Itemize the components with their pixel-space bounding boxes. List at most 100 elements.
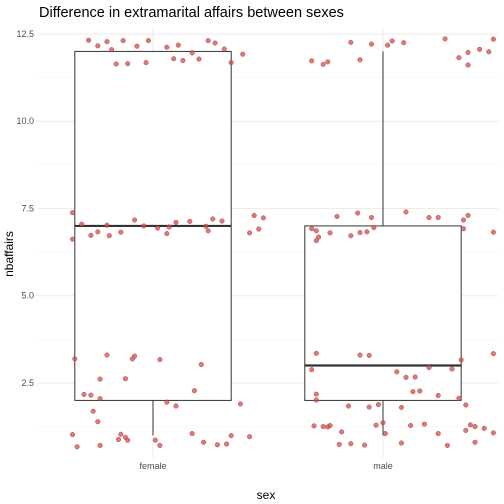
male-data-point <box>465 62 471 68</box>
male-data-point <box>398 440 404 446</box>
male-data-point <box>456 55 462 61</box>
female-data-point <box>97 376 103 382</box>
male-data-point <box>309 58 315 64</box>
male-data-point <box>403 209 409 215</box>
male-data-point <box>348 233 354 239</box>
male-data-point <box>461 217 467 223</box>
male-data-point <box>320 424 326 430</box>
male-data-point <box>490 229 496 235</box>
female-data-point <box>104 222 110 228</box>
female-data-point <box>187 218 193 224</box>
male-data-point <box>382 431 388 437</box>
male-data-point <box>435 215 441 221</box>
male-data-point <box>327 423 333 429</box>
male-data-point <box>408 423 414 429</box>
male-data-point <box>348 39 354 45</box>
male-data-point <box>380 420 386 426</box>
x-axis-ticks: female male <box>139 461 392 471</box>
female-data-point <box>90 408 96 414</box>
male-data-point <box>410 389 416 395</box>
female-data-point <box>157 442 163 448</box>
male-data-point <box>327 230 333 236</box>
female-data-point <box>247 230 253 236</box>
male-data-point <box>472 424 478 430</box>
male-data-point <box>465 212 471 218</box>
female-data-point <box>69 432 75 438</box>
male-data-point <box>313 391 319 397</box>
female-data-point <box>79 221 85 227</box>
male-data-point <box>313 238 319 244</box>
female-data-point <box>143 60 149 66</box>
female-data-point <box>106 233 112 239</box>
female-data-point <box>189 50 195 56</box>
male-data-point <box>461 226 467 232</box>
female-data-point <box>74 444 80 450</box>
female-data-point <box>237 401 243 407</box>
male-data-point <box>373 422 379 428</box>
female-data-point <box>95 419 101 425</box>
female-data-point <box>69 236 75 242</box>
male-data-point <box>369 41 375 47</box>
male-data-point <box>316 234 322 240</box>
female-data-point <box>145 38 151 44</box>
male-data-point <box>486 49 492 55</box>
male-data-point <box>309 226 315 232</box>
male-data-point <box>309 367 315 373</box>
male-data-point <box>313 350 319 356</box>
male-data-point <box>421 421 427 427</box>
female-data-point <box>155 225 161 231</box>
male-data-point <box>463 427 469 433</box>
chart-title: Difference in extramarital affairs betwe… <box>39 5 344 21</box>
female-data-point <box>81 391 87 397</box>
male-box <box>304 225 462 401</box>
female-data-point <box>260 215 266 221</box>
x-tick-label-male: male <box>373 461 393 471</box>
male-data-point <box>357 352 363 358</box>
male-data-point <box>467 422 473 428</box>
female-data-point <box>164 399 170 405</box>
male-data-point <box>417 388 423 394</box>
female-data-point <box>164 231 170 237</box>
female-data-point <box>122 376 128 382</box>
female-data-point <box>247 434 253 440</box>
female-data-point <box>113 61 119 67</box>
female-data-point <box>219 218 225 224</box>
female-data-point <box>109 47 115 53</box>
male-data-point <box>362 442 368 448</box>
female-data-point <box>166 224 172 230</box>
female-data-point <box>228 433 234 439</box>
male-data-point <box>490 36 496 42</box>
male-data-point <box>389 38 395 44</box>
y-tick-label: 12.5 <box>16 29 34 39</box>
female-data-point <box>175 42 181 48</box>
female-data-point <box>129 356 135 362</box>
x-tick-label-female: female <box>139 461 166 471</box>
male-data-point <box>357 230 363 236</box>
male-data-point <box>490 430 496 436</box>
female-data-point <box>97 396 103 402</box>
female-data-point <box>205 228 211 234</box>
female-data-point <box>173 219 179 225</box>
female-data-point <box>173 403 179 409</box>
female-data-point <box>164 44 170 50</box>
female-data-point <box>251 212 257 218</box>
male-data-point <box>412 374 418 380</box>
female-data-point <box>157 357 163 363</box>
y-tick-label: 2.5 <box>21 378 34 388</box>
female-data-point <box>214 442 220 448</box>
female-data-point <box>228 60 234 66</box>
jitter-points <box>69 36 496 450</box>
y-axis-title: nbaffairs <box>2 231 16 277</box>
female-data-point <box>196 56 202 62</box>
female-data-point <box>125 61 131 67</box>
male-data-point <box>458 357 464 363</box>
male-data-point <box>334 214 340 220</box>
male-data-point <box>385 42 391 48</box>
female-data-point <box>104 352 110 358</box>
female-data-point <box>224 441 230 447</box>
female-data-point <box>189 431 195 437</box>
female-data-point <box>191 388 197 394</box>
male-data-point <box>401 40 407 46</box>
male-data-point <box>366 352 372 358</box>
